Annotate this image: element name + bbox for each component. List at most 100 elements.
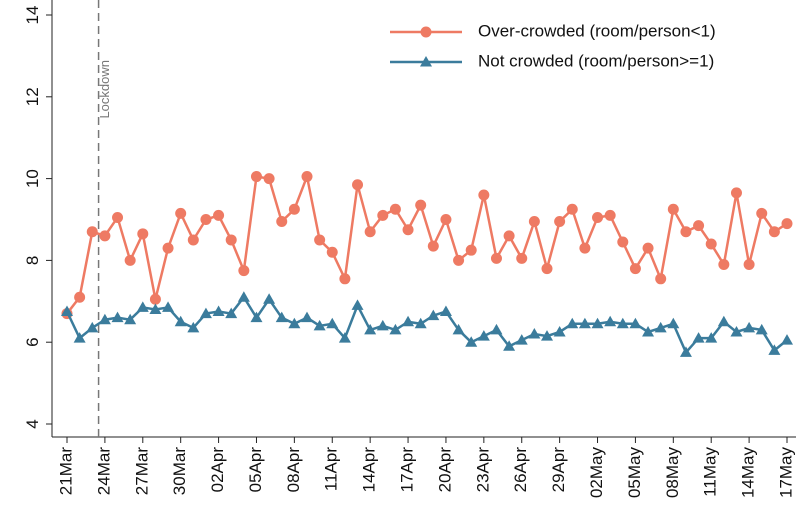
data-point bbox=[642, 242, 654, 254]
x-tick-label: 17Apr bbox=[398, 447, 417, 493]
series-line bbox=[66, 172, 788, 315]
series-line bbox=[65, 295, 788, 355]
data-point bbox=[402, 315, 415, 327]
data-point bbox=[149, 293, 161, 305]
data-point bbox=[439, 305, 452, 317]
data-point bbox=[554, 216, 566, 228]
data-point bbox=[288, 317, 301, 329]
x-tick-label: 05May bbox=[625, 447, 644, 499]
data-point bbox=[238, 265, 250, 277]
data-point bbox=[440, 214, 452, 225]
data-point bbox=[453, 254, 465, 266]
data-point bbox=[61, 305, 73, 317]
data-point bbox=[225, 307, 238, 319]
data-point bbox=[250, 311, 263, 323]
data-point bbox=[730, 325, 743, 337]
data-point bbox=[566, 203, 578, 215]
data-point bbox=[781, 218, 793, 230]
data-point bbox=[162, 242, 174, 254]
x-tick-label: 02May bbox=[587, 447, 606, 499]
data-point bbox=[124, 254, 136, 266]
data-point bbox=[339, 273, 351, 285]
x-tick-label: 08May bbox=[663, 447, 682, 499]
data-point bbox=[275, 311, 288, 323]
x-tick-label: 11May bbox=[701, 447, 720, 497]
data-point bbox=[566, 317, 579, 329]
data-point bbox=[578, 317, 591, 329]
data-point bbox=[477, 330, 490, 341]
data-point bbox=[755, 323, 768, 335]
data-point bbox=[301, 171, 313, 183]
y-tick-label: 6 bbox=[23, 337, 42, 346]
data-point bbox=[389, 323, 402, 335]
data-point bbox=[162, 301, 175, 312]
x-tick-label: 05Apr bbox=[246, 447, 265, 493]
data-point bbox=[326, 317, 339, 329]
data-point bbox=[187, 234, 199, 246]
data-point bbox=[465, 336, 478, 347]
data-point bbox=[515, 334, 528, 345]
data-point bbox=[693, 220, 705, 232]
data-point bbox=[225, 234, 237, 246]
x-tick-label: 11Apr bbox=[322, 447, 341, 491]
legend-marker bbox=[420, 26, 432, 38]
x-tick-label: 21Mar bbox=[56, 447, 75, 496]
data-point bbox=[654, 321, 667, 333]
x-tick-label: 29Apr bbox=[549, 447, 568, 493]
data-point bbox=[667, 317, 680, 329]
data-point bbox=[503, 230, 515, 242]
legend-label: Not crowded (room/person>=1) bbox=[478, 51, 714, 70]
data-point bbox=[528, 216, 540, 228]
data-point bbox=[250, 171, 262, 183]
data-point bbox=[768, 344, 781, 355]
data-point bbox=[427, 240, 439, 252]
data-point bbox=[74, 291, 86, 303]
data-point bbox=[452, 323, 465, 335]
data-point bbox=[591, 317, 604, 329]
data-point bbox=[175, 207, 187, 219]
data-point bbox=[402, 224, 414, 236]
data-point bbox=[276, 216, 288, 228]
y-tick-label: 12 bbox=[23, 87, 42, 106]
y-tick-label: 4 bbox=[23, 419, 42, 428]
data-point bbox=[86, 321, 99, 333]
x-tick-label: 24Mar bbox=[94, 447, 113, 496]
data-point bbox=[111, 311, 124, 323]
x-tick-label: 20Apr bbox=[435, 447, 454, 493]
data-point bbox=[743, 321, 756, 333]
data-point bbox=[137, 228, 149, 240]
data-point bbox=[364, 323, 377, 335]
x-tick-label: 27Mar bbox=[132, 447, 151, 496]
lockdown-label: Lockdown bbox=[97, 60, 112, 119]
data-point bbox=[415, 199, 427, 211]
x-tick-label: 17May bbox=[776, 447, 795, 499]
data-point bbox=[730, 187, 742, 199]
x-tick-label: 14Apr bbox=[360, 447, 379, 493]
data-point bbox=[679, 346, 692, 357]
data-point bbox=[364, 226, 376, 238]
data-point bbox=[338, 332, 351, 343]
data-point bbox=[237, 291, 250, 302]
data-point bbox=[213, 209, 225, 221]
data-point bbox=[73, 332, 86, 343]
legend-marker bbox=[420, 56, 432, 67]
data-point bbox=[187, 321, 200, 333]
data-point bbox=[427, 309, 440, 321]
data-point bbox=[717, 315, 730, 327]
data-point bbox=[579, 242, 591, 254]
data-point bbox=[212, 305, 225, 317]
x-tick-label: 02Apr bbox=[208, 447, 227, 493]
data-point bbox=[414, 317, 427, 329]
data-point bbox=[314, 234, 326, 246]
data-point bbox=[667, 203, 679, 215]
data-point bbox=[352, 179, 364, 191]
data-point bbox=[655, 273, 667, 285]
data-point bbox=[351, 299, 364, 310]
data-point bbox=[768, 226, 780, 238]
data-point bbox=[389, 203, 401, 215]
data-point bbox=[541, 263, 553, 275]
data-point bbox=[478, 189, 490, 201]
data-point bbox=[705, 332, 718, 343]
y-tick-label: 8 bbox=[23, 256, 42, 265]
